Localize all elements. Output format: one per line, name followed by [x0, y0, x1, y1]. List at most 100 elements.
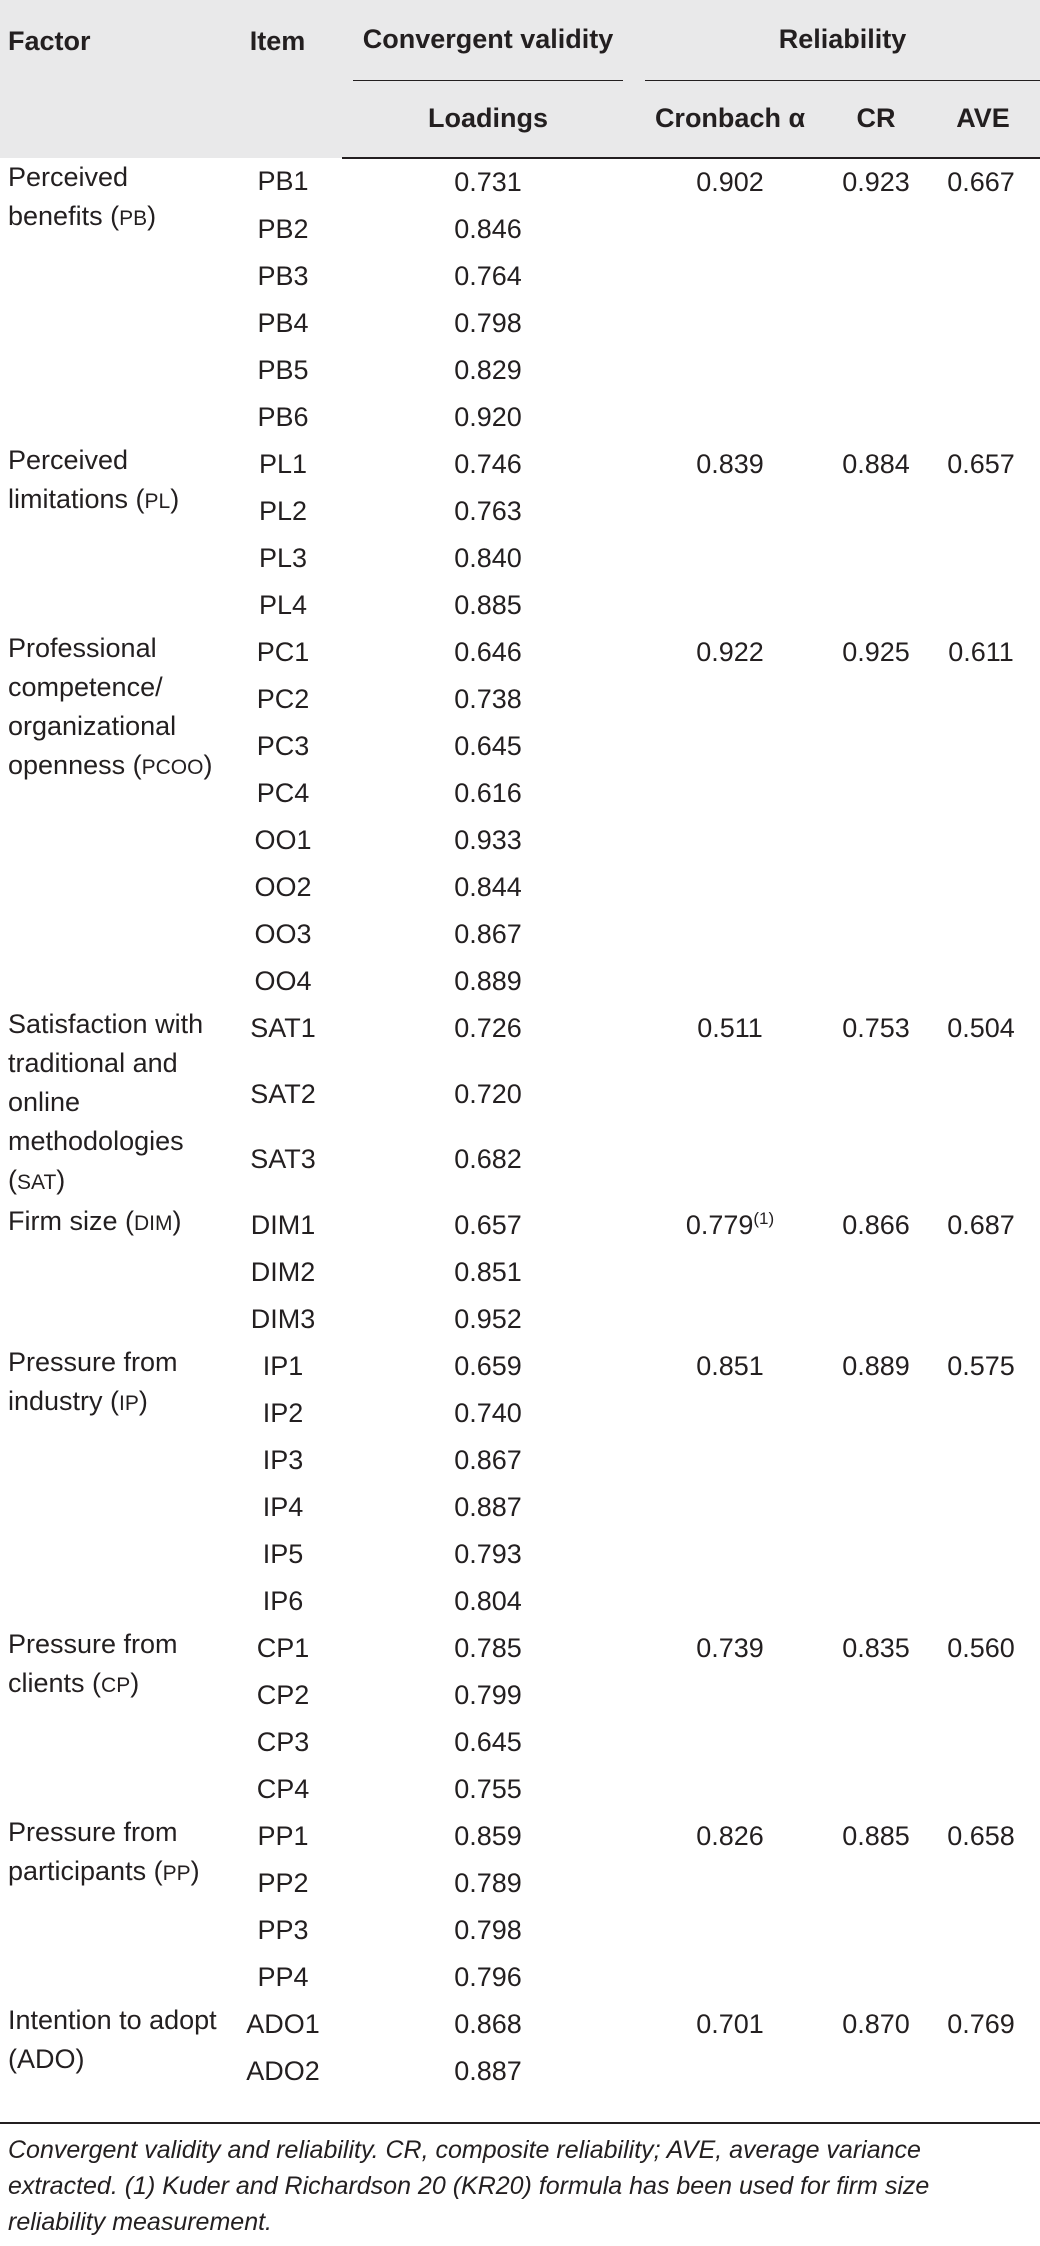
cr-cell	[826, 206, 926, 253]
ave-cell	[926, 535, 1040, 582]
table-row: IP5 0.793	[0, 1531, 1040, 1578]
item-cell: PB6	[257, 402, 309, 432]
header-loadings: Loadings	[342, 80, 634, 159]
ave-cell: 0.687	[947, 1210, 1015, 1240]
cronbach-cell	[634, 2048, 826, 2095]
table-row: DIM3 0.952	[0, 1296, 1040, 1343]
cr-cell	[826, 1484, 926, 1531]
cr-cell: 0.889	[842, 1351, 910, 1381]
cronbach-cell	[634, 1860, 826, 1907]
ave-cell	[926, 723, 1040, 770]
factor-paren-close: )	[138, 1386, 148, 1416]
loading-cell: 0.798	[454, 308, 522, 338]
cr-cell: 0.870	[842, 2009, 910, 2039]
item-cell: PC2	[256, 684, 310, 714]
cronbach-cell	[634, 723, 826, 770]
table-row: PB5 0.829	[0, 347, 1040, 394]
item-cell: IP4	[262, 1492, 304, 1522]
factor-name: Firm size (	[8, 1206, 134, 1236]
loading-cell: 0.731	[454, 167, 522, 197]
ave-cell	[926, 1437, 1040, 1484]
loading-cell: 0.829	[454, 355, 522, 385]
ave-cell	[926, 1249, 1040, 1296]
ave-cell: 0.611	[948, 637, 1014, 667]
loading-cell: 0.859	[454, 1821, 522, 1851]
table-row: PP3 0.798	[0, 1907, 1040, 1954]
ave-cell	[926, 1672, 1040, 1719]
cr-cell	[826, 817, 926, 864]
cr-cell	[826, 394, 926, 441]
table-row: Intention to adopt (ADO) ADO1 0.868 0.701 0.…	[0, 2001, 1040, 2074]
header-ave: AVE	[926, 80, 1040, 159]
loading-cell: 0.796	[454, 1962, 522, 1992]
ave-cell	[926, 1719, 1040, 1766]
loading-cell: 0.840	[454, 543, 522, 573]
table-row: OO3 0.867	[0, 911, 1040, 958]
cr-cell: 0.925	[842, 637, 910, 667]
table-row: OO1 0.933	[0, 817, 1040, 864]
cronbach-cell: 0.739	[634, 1625, 826, 1672]
factor-abbreviation: PL	[144, 490, 171, 513]
table-row: SAT3 0.682	[0, 1136, 1040, 1202]
factor-name: Intention to adopt (ADO)	[8, 2005, 217, 2074]
cr-cell	[826, 958, 926, 1005]
table-row: PB6 0.920	[0, 394, 1040, 441]
factor-name: Professional competence/ organizational …	[8, 633, 177, 780]
cr-cell	[826, 1954, 926, 2001]
loading-cell: 0.851	[454, 1257, 522, 1287]
loading-cell: 0.868	[454, 2009, 522, 2039]
cronbach-value: 0.826	[696, 1821, 764, 1851]
table-row: PB3 0.764	[0, 253, 1040, 300]
ave-cell	[926, 1071, 1040, 1137]
cronbach-cell	[634, 1531, 826, 1578]
table-row: CP4 0.755	[0, 1766, 1040, 1813]
table-row: Firm size (DIM) DIM1 0.657 0.779(1) 0.866 0.6…	[0, 1202, 1040, 1249]
cronbach-cell	[634, 770, 826, 817]
ave-cell	[926, 958, 1040, 1005]
ave-cell	[926, 1136, 1040, 1202]
factor-paren-close: )	[190, 1856, 200, 1886]
factor-paren-close: )	[130, 1668, 140, 1698]
item-cell: ADO2	[246, 2056, 320, 2086]
table-row: IP2 0.740	[0, 1390, 1040, 1437]
ave-cell	[926, 1860, 1040, 1907]
header-cr: CR	[826, 80, 926, 159]
factor-abbreviation: PCOO	[141, 756, 204, 779]
header-factor: Factor	[8, 26, 91, 56]
ave-cell: 0.657	[947, 449, 1015, 479]
item-cell: PP1	[257, 1821, 309, 1851]
cr-cell: 0.866	[842, 1210, 910, 1240]
factor-cell: Pressure from clients (CP)	[0, 1625, 224, 1813]
item-cell: PL4	[258, 590, 308, 620]
item-cell: CP4	[256, 1774, 310, 1804]
loading-cell: 0.799	[454, 1680, 522, 1710]
item-cell: PB3	[257, 261, 309, 291]
factor-cell: Firm size (DIM)	[0, 1202, 224, 1343]
table-row: Pressure from clients (CP) CP1 0.785 0.739 0…	[0, 1625, 1040, 1698]
table-row: OO2 0.844	[0, 864, 1040, 911]
loading-cell: 0.804	[454, 1586, 522, 1616]
loading-cell: 0.682	[454, 1144, 522, 1175]
cronbach-cell	[634, 488, 826, 535]
cronbach-cell	[634, 1437, 826, 1484]
loading-cell: 0.645	[454, 1727, 522, 1757]
cronbach-cell: 0.779(1)	[634, 1202, 826, 1249]
table-row: PB2 0.846	[0, 206, 1040, 253]
item-cell: CP1	[256, 1633, 310, 1663]
factor-name: Pressure from industry (	[8, 1347, 178, 1416]
header-cronbach: Cronbach α	[634, 80, 826, 159]
ave-cell	[926, 2048, 1040, 2095]
item-cell: PB2	[257, 214, 309, 244]
cr-cell: 0.884	[842, 449, 910, 479]
table-bottom-rule	[0, 2122, 1040, 2124]
cronbach-cell	[634, 1390, 826, 1437]
cronbach-cell: 0.826	[634, 1813, 826, 1860]
ave-cell	[926, 770, 1040, 817]
loading-cell: 0.846	[454, 214, 522, 244]
item-cell: PB5	[257, 355, 309, 385]
item-cell: IP3	[262, 1445, 304, 1475]
factor-paren-close: )	[56, 1165, 66, 1195]
cr-cell	[826, 2048, 926, 2095]
cronbach-cell	[634, 582, 826, 629]
cronbach-cell	[634, 535, 826, 582]
